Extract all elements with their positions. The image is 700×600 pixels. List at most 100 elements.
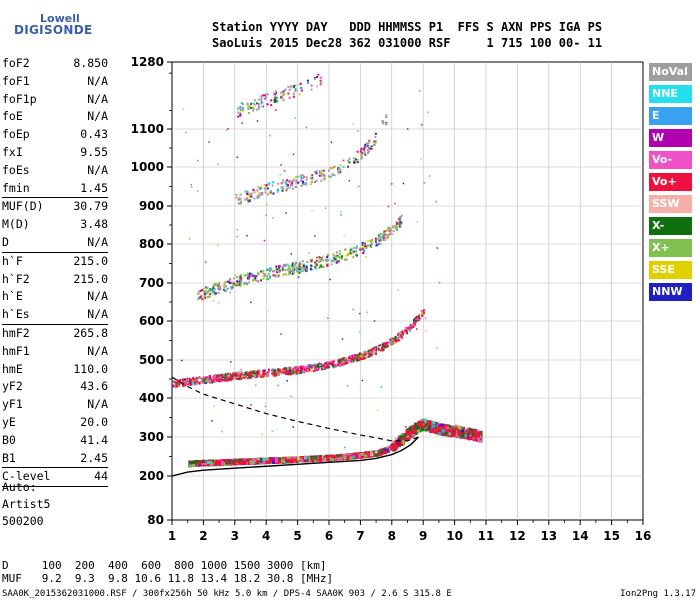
echo-point bbox=[238, 376, 241, 379]
echo-point bbox=[178, 383, 181, 386]
echo-point bbox=[333, 259, 336, 262]
echo-point bbox=[445, 429, 449, 433]
echo-point bbox=[362, 357, 365, 360]
echo-point bbox=[353, 353, 356, 356]
echo-point bbox=[174, 381, 177, 384]
parameter-separator bbox=[2, 486, 108, 488]
echo-point bbox=[204, 378, 207, 381]
echo-point bbox=[274, 369, 277, 372]
echo-point bbox=[226, 379, 229, 382]
parameter-value: 30.79 bbox=[73, 199, 108, 214]
echo-point bbox=[319, 365, 322, 368]
echo-point bbox=[363, 351, 366, 354]
parameter-label: foF1p bbox=[2, 91, 37, 106]
echo-point bbox=[211, 381, 214, 384]
echo-point bbox=[318, 364, 321, 367]
parameter-value: 20.0 bbox=[80, 414, 108, 429]
echo-point bbox=[360, 452, 364, 456]
echo-point bbox=[319, 364, 322, 367]
echo-point bbox=[260, 375, 263, 378]
echo-point bbox=[257, 371, 260, 374]
echo-point bbox=[256, 461, 260, 465]
echo-point bbox=[284, 268, 287, 271]
echo-point bbox=[337, 364, 340, 367]
echo-point bbox=[364, 451, 368, 455]
echo-point bbox=[296, 366, 299, 369]
echo-point bbox=[273, 372, 276, 375]
echo-point bbox=[212, 379, 215, 382]
echo-point bbox=[356, 357, 359, 360]
echo-point bbox=[332, 363, 335, 366]
echo-point bbox=[316, 458, 320, 462]
echo-point bbox=[217, 462, 221, 466]
echo-point bbox=[180, 378, 183, 381]
echo-point bbox=[341, 360, 344, 363]
echo-point bbox=[272, 460, 276, 464]
parameter-label: h`Es bbox=[2, 307, 30, 322]
echo-point bbox=[458, 434, 462, 438]
echo-point bbox=[368, 352, 371, 355]
echo-point bbox=[349, 251, 352, 254]
echo-point bbox=[294, 263, 297, 266]
echo-point bbox=[248, 374, 251, 377]
echo-point bbox=[318, 456, 322, 460]
echo-point bbox=[258, 374, 261, 377]
echo-point bbox=[314, 368, 317, 371]
echo-point bbox=[473, 429, 477, 433]
echo-point bbox=[369, 450, 373, 454]
echo-point bbox=[234, 374, 237, 377]
echo-point bbox=[306, 364, 309, 367]
echo-point bbox=[316, 369, 319, 372]
echo-point bbox=[369, 350, 372, 353]
parameter-value: 44 bbox=[94, 469, 108, 484]
echo-point bbox=[404, 434, 408, 438]
echo-point bbox=[241, 373, 244, 376]
parameter-label: hmE bbox=[2, 361, 23, 376]
echo-point bbox=[292, 369, 295, 372]
echo-point bbox=[400, 214, 403, 217]
echo-point bbox=[337, 361, 340, 364]
echo-point bbox=[264, 372, 267, 375]
echo-point bbox=[448, 429, 452, 433]
echo-point bbox=[284, 367, 287, 370]
echo-point bbox=[190, 379, 193, 382]
echo-point bbox=[193, 378, 196, 381]
echo-point bbox=[384, 342, 387, 345]
echo-point bbox=[265, 460, 269, 464]
echo-point bbox=[231, 376, 234, 379]
echo-point bbox=[188, 377, 191, 380]
echo-point bbox=[406, 437, 410, 441]
echo-point bbox=[329, 362, 332, 365]
echo-point bbox=[239, 372, 242, 375]
echo-point bbox=[314, 363, 317, 366]
echo-point bbox=[251, 371, 254, 374]
echo-point bbox=[401, 331, 404, 334]
logo-digisonde: DIGISONDE bbox=[14, 23, 93, 37]
echo-point bbox=[282, 371, 285, 374]
echo-point bbox=[311, 366, 314, 369]
echo-point bbox=[272, 457, 276, 461]
echo-point bbox=[180, 382, 183, 385]
echo-point bbox=[413, 321, 416, 324]
echo-point bbox=[194, 463, 198, 467]
echo-point bbox=[412, 323, 415, 326]
echo-point bbox=[308, 367, 311, 370]
echo-point bbox=[243, 459, 247, 463]
echo-point bbox=[219, 374, 222, 377]
echo-point bbox=[241, 371, 244, 374]
echo-point bbox=[408, 428, 412, 432]
echo-point bbox=[342, 358, 345, 361]
echo-point bbox=[294, 459, 298, 463]
echo-point bbox=[308, 458, 312, 462]
echo-point bbox=[196, 382, 199, 385]
echo-point bbox=[224, 379, 227, 382]
echo-point bbox=[451, 427, 455, 431]
echo-point bbox=[421, 312, 424, 315]
echo-point bbox=[421, 427, 425, 431]
echo-point bbox=[285, 369, 288, 372]
echo-point bbox=[338, 363, 341, 366]
echo-point bbox=[206, 463, 210, 467]
echo-point bbox=[293, 456, 297, 460]
echo-point bbox=[314, 366, 317, 369]
echo-point bbox=[414, 426, 418, 430]
